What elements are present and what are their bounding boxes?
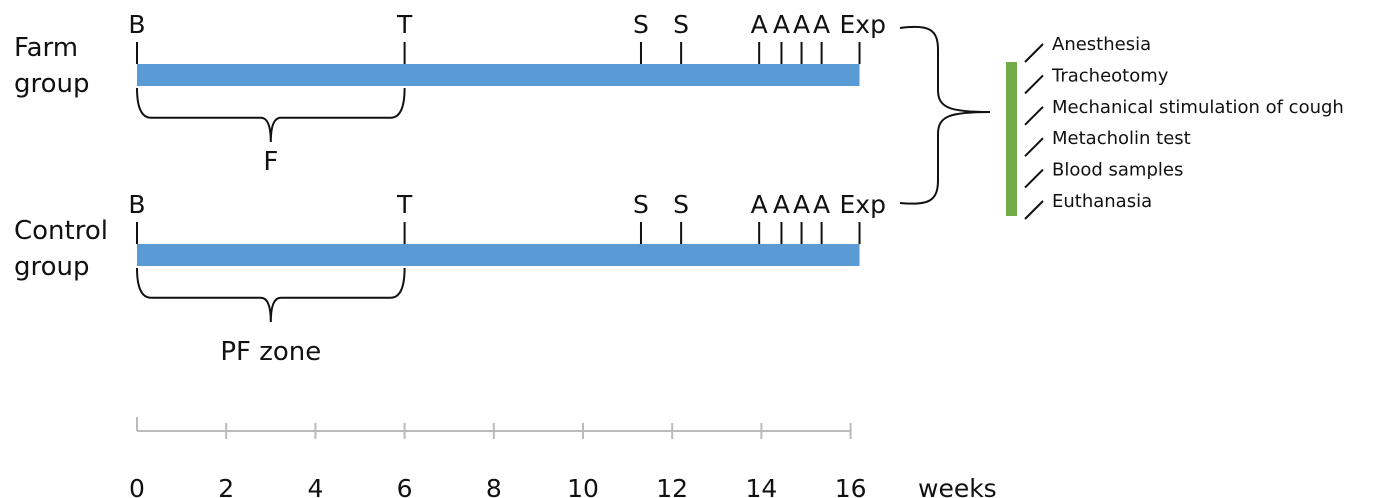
control-events: B T S S A A A A Exp <box>128 190 886 244</box>
event-label: A <box>773 10 790 39</box>
axis-tick-label: 14 <box>745 474 777 498</box>
event-label: S <box>633 10 649 39</box>
procedure-item: Tracheotomy <box>1051 65 1169 86</box>
procedure-item: Metacholin test <box>1052 128 1191 149</box>
control-brace <box>136 267 406 323</box>
control-brace-label: PF zone <box>220 337 321 367</box>
event-label: Exp <box>840 10 886 39</box>
farm-group-label-line1: Farm <box>14 33 78 63</box>
event-label: B <box>128 190 145 219</box>
procedure-list: Anesthesia Tracheotomy Mechanical stimulat… <box>1024 34 1344 220</box>
procedure-bar <box>1006 62 1017 216</box>
axis-tick-label: 4 <box>307 474 323 498</box>
procedure-marker <box>1024 74 1044 95</box>
event-label: T <box>396 190 413 219</box>
event-label: A <box>751 190 768 219</box>
procedure-marker <box>1024 43 1044 63</box>
farm-brace-label: F <box>263 147 278 177</box>
event-label: A <box>751 10 768 39</box>
event-label: Exp <box>840 190 886 219</box>
axis-tick-label: 6 <box>397 474 413 498</box>
event-label: S <box>673 190 689 219</box>
axis-tick-label: 16 <box>835 474 867 498</box>
axis-tick-label: 0 <box>129 474 145 498</box>
axis-unit-label: weeks <box>918 474 997 498</box>
procedure-item: Anesthesia <box>1052 34 1151 55</box>
control-group: Control group B T S S A A A A Exp PF zone <box>14 190 886 367</box>
control-group-label-line2: group <box>14 252 90 282</box>
control-timeline-bar <box>137 244 860 266</box>
event-label: A <box>813 190 830 219</box>
weeks-axis: 0 2 4 6 8 10 12 14 16 <box>129 417 867 498</box>
event-label: T <box>396 10 413 39</box>
event-label: B <box>128 10 145 39</box>
axis-tick-label: 12 <box>656 474 688 498</box>
farm-brace <box>136 87 406 143</box>
event-label: A <box>773 190 790 219</box>
control-group-label-line1: Control <box>14 216 108 246</box>
procedure-marker <box>1024 168 1044 189</box>
farm-group: Farm group B T S S A A A A Exp F <box>14 10 886 177</box>
event-label: S <box>633 190 649 219</box>
farm-group-label-line2: group <box>14 69 90 99</box>
procedure-item: Mechanical stimulation of cough <box>1052 97 1344 118</box>
procedure-marker <box>1024 137 1044 157</box>
axis-tick-label: 8 <box>486 474 502 498</box>
procedure-item: Blood samples <box>1052 160 1183 181</box>
event-label: A <box>793 10 810 39</box>
event-label: A <box>813 10 830 39</box>
procedure-marker <box>1024 200 1044 220</box>
event-label: A <box>793 190 810 219</box>
procedure-item: Euthanasia <box>1052 191 1152 212</box>
axis-tick-label: 2 <box>218 474 234 498</box>
event-label: S <box>673 10 689 39</box>
axis-tick-label: 10 <box>567 474 599 498</box>
procedure-marker <box>1024 106 1044 126</box>
farm-events: B T S S A A A A Exp <box>128 10 886 64</box>
farm-timeline-bar <box>137 64 860 86</box>
exp-connector-brace <box>899 25 991 205</box>
